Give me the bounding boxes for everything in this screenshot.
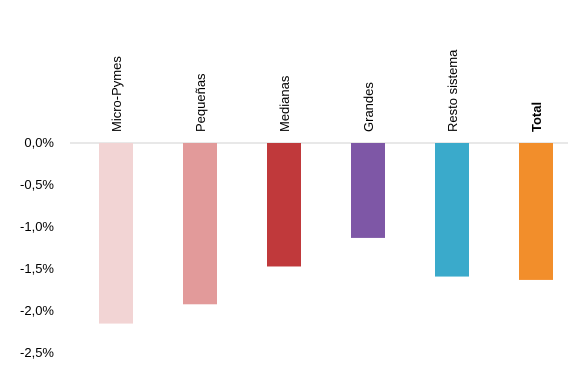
bar (99, 143, 133, 324)
bars (99, 143, 553, 324)
bar (519, 143, 553, 280)
y-tick-label: -2,5% (20, 345, 54, 360)
category-label: Grandes (361, 82, 376, 132)
category-labels: Micro-Pymes Pequeñas Medianas Grandes Resto … (109, 49, 544, 132)
y-tick-label: -1,0% (20, 219, 54, 234)
y-axis-ticks: 0,0% -0,5% -1,0% -1,5% -2,0% -2,5% (20, 135, 54, 360)
category-label: Total (529, 102, 544, 132)
y-tick-label: -2,0% (20, 303, 54, 318)
category-label: Medianas (277, 75, 292, 132)
category-label: Resto sistema (445, 49, 460, 132)
category-label: Micro-Pymes (109, 56, 124, 132)
y-tick-label: 0,0% (24, 135, 54, 150)
y-tick-label: -0,5% (20, 177, 54, 192)
bar (351, 143, 385, 238)
y-tick-label: -1,5% (20, 261, 54, 276)
bar (267, 143, 301, 267)
bar (183, 143, 217, 305)
bar (435, 143, 469, 277)
category-label: Pequeñas (193, 73, 208, 132)
